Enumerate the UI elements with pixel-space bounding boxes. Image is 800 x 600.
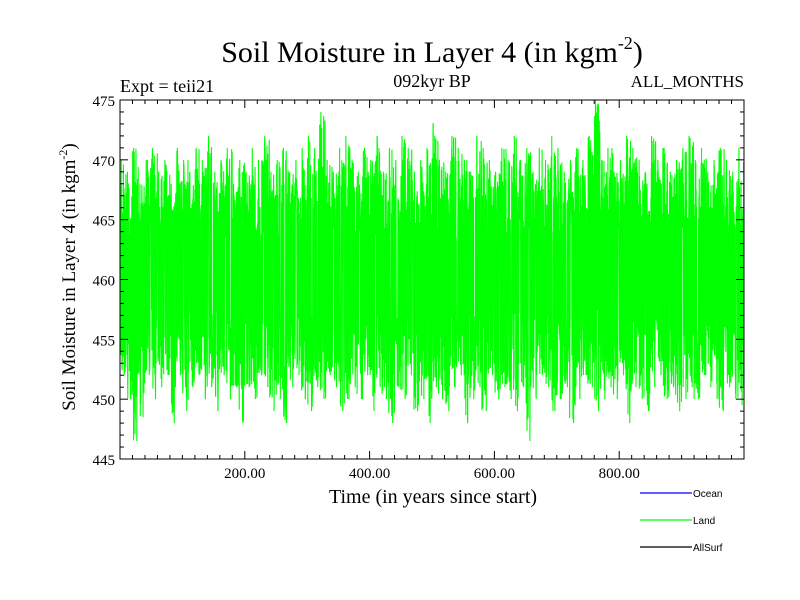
y-tick-label: 445 — [93, 453, 116, 469]
chart-title: Soil Moisture in Layer 4 (in kgm-2) — [221, 33, 643, 69]
y-tick-label: 470 — [93, 154, 116, 170]
legend-label-ocean: Ocean — [693, 489, 722, 500]
x-tick-label: 600.00 — [474, 466, 515, 482]
x-tick-label: 800.00 — [599, 466, 640, 482]
legend-label-land: Land — [693, 516, 715, 527]
y-tick-label: 455 — [93, 333, 116, 349]
y-axis-label-close: ) — [59, 143, 80, 149]
months-label: ALL_MONTHS — [631, 72, 744, 91]
y-axis-label: Soil Moisture in Layer 4 (in kgm-2) — [56, 143, 80, 411]
x-tick-label: 200.00 — [224, 466, 265, 482]
period-label: 092kyr BP — [393, 71, 471, 91]
legend-label-allsurf: AllSurf — [693, 543, 723, 554]
x-axis: 200.00 400.00 600.00 800.00 — [131, 100, 733, 482]
y-tick-label: 450 — [93, 393, 116, 409]
plot-layer — [119, 99, 745, 442]
y-tick-label: 460 — [93, 274, 116, 290]
y-axis: 445 450 455 460 465 470 475 — [93, 94, 744, 469]
y-axis-label-superscript: -2 — [56, 150, 70, 160]
y-tick-label: 465 — [93, 214, 116, 230]
y-tick-label: 475 — [93, 94, 116, 110]
legend: Ocean Land AllSurf — [640, 489, 723, 554]
chart-title-main: Soil Moisture in Layer 4 (in kgm — [221, 36, 618, 69]
chart-title-close: ) — [633, 36, 643, 69]
x-tick-label: 400.00 — [349, 466, 390, 482]
chart-title-superscript: -2 — [618, 33, 633, 53]
experiment-label: Expt = teii21 — [120, 76, 214, 96]
x-axis-label: Time (in years since start) — [329, 486, 537, 508]
land-series-line — [119, 99, 745, 442]
y-axis-label-main: Soil Moisture in Layer 4 (in kgm — [59, 159, 80, 410]
